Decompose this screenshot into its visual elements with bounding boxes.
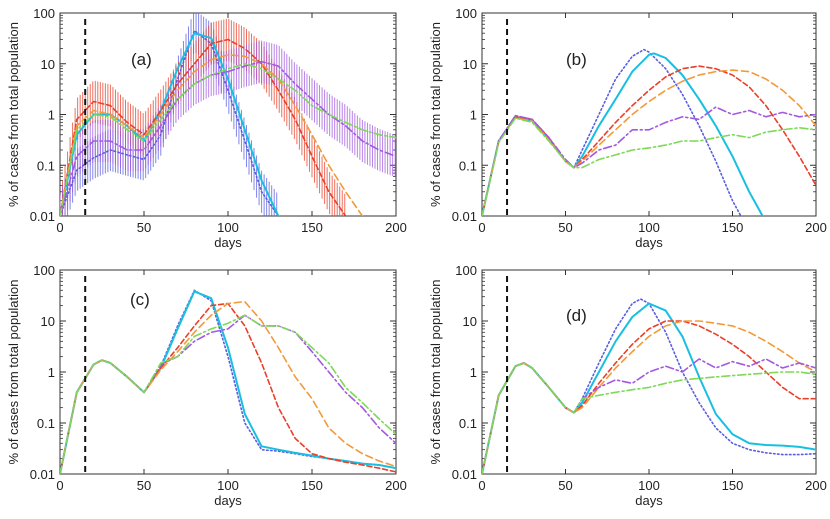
series-line-blue-dotted [60, 29, 280, 216]
y-tick-label: 1 [48, 108, 55, 123]
series-line-green-dashdot [60, 63, 396, 216]
x-tick-label: 200 [805, 220, 827, 235]
series-line-orange-dashed [482, 69, 816, 216]
y-tick-label: 1 [48, 365, 55, 380]
y-tick-label: 0.01 [452, 467, 477, 482]
y-tick-label: 0.01 [30, 467, 55, 482]
x-tick-label: 50 [137, 478, 151, 493]
series-group [60, 289, 396, 474]
x-tick-label: 0 [478, 220, 485, 235]
y-tick-label: 100 [455, 6, 477, 21]
x-tick-label: 150 [301, 478, 323, 493]
series-line-blue-dotted [482, 298, 816, 474]
y-tick-label: 1 [470, 108, 477, 123]
series-group [482, 298, 816, 474]
y-axis-label: % of cases from total population [6, 280, 21, 465]
x-tick-label: 50 [558, 478, 572, 493]
y-axis-label: % of cases from total population [428, 280, 443, 465]
x-tick-label: 50 [558, 220, 572, 235]
x-tick-label: 50 [137, 220, 151, 235]
series-line-orange-dashed [60, 54, 364, 216]
series-line-cyan-solid [60, 290, 396, 474]
x-tick-label: 100 [638, 478, 660, 493]
series-line-green-dashdot [482, 362, 816, 474]
x-tick-label: 0 [478, 478, 485, 493]
x-tick-label: 200 [385, 220, 407, 235]
y-tick-label: 0.01 [452, 209, 477, 224]
series-line-red-dashed [482, 320, 816, 474]
series-line-red-dashed [60, 38, 347, 216]
panel-label: (c) [130, 290, 150, 309]
x-tick-label: 100 [217, 478, 239, 493]
series-line-green-dashdot [482, 117, 816, 216]
series-line-orange-dashed [482, 320, 816, 474]
y-tick-label: 0.1 [37, 158, 55, 173]
x-axis-label: days [635, 235, 663, 250]
y-tick-label: 0.1 [459, 158, 477, 173]
x-axis-label: days [214, 493, 242, 508]
y-tick-label: 0.01 [30, 209, 55, 224]
series-line-purple-dashdot [60, 60, 396, 216]
x-axis-label: days [635, 493, 663, 508]
panel-label: (b) [566, 50, 587, 69]
y-axis-label: % of cases from total population [428, 22, 443, 207]
x-tick-label: 0 [56, 220, 63, 235]
y-tick-label: 0.1 [37, 416, 55, 431]
y-tick-label: 0.1 [459, 416, 477, 431]
y-tick-label: 10 [41, 57, 55, 72]
series-group [482, 48, 816, 216]
y-tick-label: 1 [470, 365, 477, 380]
series-line-purple-dashdot [482, 358, 816, 474]
y-tick-label: 10 [463, 314, 477, 329]
x-tick-label: 200 [805, 478, 827, 493]
series-line-red-dashed [482, 65, 816, 216]
y-tick-label: 100 [33, 6, 55, 21]
series-group [60, 13, 396, 216]
series-line-purple-dashdot [482, 106, 816, 216]
panel-label: (d) [566, 306, 587, 325]
x-tick-label: 150 [722, 478, 744, 493]
x-tick-label: 150 [722, 220, 744, 235]
y-tick-label: 10 [41, 314, 55, 329]
y-axis-label: % of cases from total population [6, 22, 21, 207]
x-tick-label: 100 [217, 220, 239, 235]
y-tick-label: 100 [455, 263, 477, 278]
series-line-purple-dashdot [60, 314, 396, 474]
series-line-orange-dashed [60, 300, 396, 474]
series-line-blue-dotted [60, 289, 396, 474]
x-tick-label: 0 [56, 478, 63, 493]
y-tick-label: 10 [463, 57, 477, 72]
y-tick-label: 100 [33, 263, 55, 278]
x-tick-label: 200 [385, 478, 407, 493]
x-tick-label: 100 [638, 220, 660, 235]
panel-label: (a) [131, 50, 152, 69]
axes-frame [481, 12, 817, 217]
x-tick-label: 150 [301, 220, 323, 235]
series-line-cyan-solid [482, 52, 764, 216]
x-axis-label: days [214, 235, 242, 250]
series-line-green-dashdot [60, 314, 396, 474]
axes-frame [59, 269, 397, 475]
